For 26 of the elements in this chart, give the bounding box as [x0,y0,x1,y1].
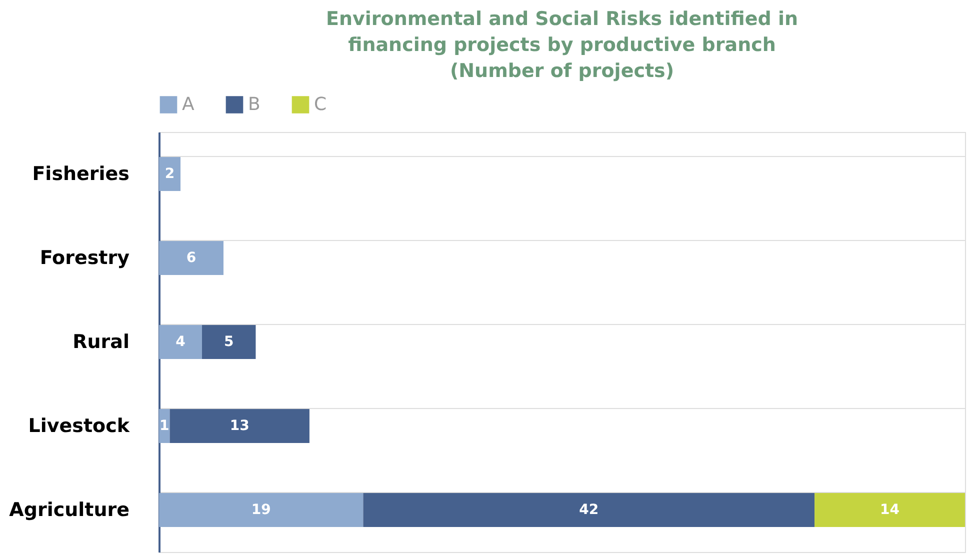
data-label: 42 [579,502,599,518]
bar [170,409,310,443]
bar [814,493,965,527]
data-label: 19 [251,502,271,518]
bar [363,493,815,527]
y-tick-label: Livestock [28,415,130,437]
data-label: 5 [224,334,234,350]
bar [159,325,202,359]
bar [202,325,256,359]
y-tick-label: Forestry [40,247,130,269]
data-label: 14 [880,502,900,518]
legend-label: A [182,94,195,115]
data-label: 1 [160,418,170,434]
bar [159,493,364,527]
bar [159,241,224,275]
legend-label: C [314,94,327,115]
y-tick-label: Agriculture [9,499,130,521]
bar [159,157,180,191]
y-tick-label: Fisheries [32,163,130,185]
data-label: 4 [176,334,186,350]
legend-label: B [248,94,260,115]
data-label: 13 [230,418,250,434]
data-label: 2 [164,166,175,182]
data-label: 6 [186,250,196,266]
chart-title: Environmental and Social Risks identified in financing projects by productive branch (Number of projects) [326,8,798,82]
y-tick-label: Rural [72,331,130,353]
